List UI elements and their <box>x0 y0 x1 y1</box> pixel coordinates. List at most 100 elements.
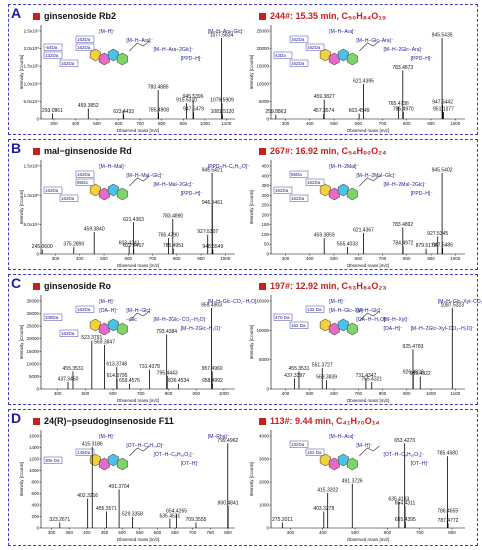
x-tick-label: 1100 <box>450 391 460 396</box>
peak-label: 836.4534 <box>168 378 189 384</box>
x-tick-label: 300 <box>282 121 290 126</box>
fragment-label: [M−H−Ara−Glc]⁻ <box>208 29 246 35</box>
y-tick-label: 2000 <box>259 480 270 485</box>
peaks: 323.2671 402.3216 415.3186 455.3571 491.3704… <box>49 438 239 528</box>
ring-shape <box>346 52 358 66</box>
ring-shape <box>337 48 349 62</box>
x-tick-label: 1100 <box>222 121 232 126</box>
fragment-label: [M−H−2Glc−CO₂−H₂O]⁻ <box>154 317 208 323</box>
x-tick-label: 1000 <box>450 256 461 261</box>
peak-label: 245.0600 <box>32 244 53 250</box>
peak-label: 785.4970 <box>393 106 414 112</box>
y-tick-label: 0 <box>266 526 269 531</box>
peak-label: 785.4680 <box>437 451 458 457</box>
mass-loss-box <box>75 448 95 456</box>
x-tick-label: 800 <box>379 391 387 396</box>
y-tick-label: 15000 <box>26 349 39 354</box>
peak-label: 655.4395 <box>395 517 416 523</box>
fragment-label: [PPD−H]⁻ <box>411 191 434 197</box>
x-tick-label: 350 <box>65 530 73 535</box>
x-tick-label: 500 <box>330 121 338 126</box>
right-title: 267#: 16.92 min, C₅₄H₉₀O₂₄ <box>259 146 386 156</box>
x-tick-label: 900 <box>192 391 200 396</box>
y-tick-label: 5000 <box>29 374 40 379</box>
annotations: [M−H]⁻ [M−H−Ara]⁻[M−H−Ara−2Glc]⁻ [PPD−H]⁻ [… <box>43 29 246 67</box>
peak-label: 915.5310 <box>176 98 197 104</box>
y-tick-label: 300 <box>261 193 269 198</box>
y-tick-label: 0 <box>266 387 269 392</box>
side-chain <box>359 40 380 52</box>
panel-label: C <box>11 275 22 291</box>
peak-label: 569.3839 <box>316 375 337 381</box>
mass-loss-box <box>75 305 95 313</box>
x-tick-label: 700 <box>355 391 363 396</box>
peak-label: 455.3531 <box>63 366 84 372</box>
mass-loss-label: 162Da <box>45 188 59 193</box>
y-tick-label: 400 <box>31 503 39 508</box>
mass-loss-label: 162Da <box>307 45 321 50</box>
y-tick-label: 30000 <box>26 311 39 316</box>
mass-loss-box <box>289 194 309 202</box>
mass-loss-box <box>305 43 325 51</box>
ring-shape <box>337 318 349 332</box>
fragment-label: [OT−H−C₇H₁₄O]⁻ <box>126 443 165 449</box>
ring-shape <box>346 187 358 201</box>
mass-loss-label: 132 Da <box>307 307 322 312</box>
mass-loss-box <box>289 321 309 329</box>
fragment-label: [M−H−Ara−2Glc]⁻ <box>154 47 194 53</box>
mass-loss-box <box>43 43 63 51</box>
x-tick-label: 300 <box>48 530 56 535</box>
side-chain <box>359 175 380 187</box>
x-tick-label: 500 <box>93 121 101 126</box>
spectrum-left: [M−H−Mal]⁻[M−H−Mal−Glc]⁻ [M−H−Mal−2Glc]⁻ [… <box>19 160 250 268</box>
fragment-label: [PPD−H−C₆H₁₂O]⁻ <box>208 164 250 170</box>
mass-loss-label: 162 Da <box>291 323 306 328</box>
molecule-structure <box>89 175 150 201</box>
y-tick-label: 15000 <box>256 64 269 69</box>
ring-shape <box>319 48 331 62</box>
peak-label: 783.4873 <box>392 65 413 71</box>
x-tick-label: 800 <box>224 530 232 535</box>
x-tick-label: 600 <box>330 391 338 396</box>
peak-label: 455.3531 <box>289 366 310 372</box>
x-tick-label: 500 <box>306 391 314 396</box>
y-axis-label: Intensity [Counts] <box>249 325 254 360</box>
fragment-label: [M−H−2Glc−Xyl−CO₂−H₂O]⁻ <box>411 326 475 332</box>
ring-shape <box>116 322 128 336</box>
peak-label: 800.4841 <box>218 500 239 506</box>
y-tick-label: 0 <box>36 252 39 257</box>
peak-label: 403.3278 <box>313 506 334 512</box>
peak-label: 709.3555 <box>186 517 207 523</box>
peak-label: 947.5486 <box>432 242 453 248</box>
mass-loss-label: 162Da <box>77 172 91 177</box>
fragment-label: [M−H−Ara]⁻ <box>329 29 356 35</box>
mass-loss-label: 162Da <box>291 61 305 66</box>
peak-label: 948.5549 <box>202 244 223 250</box>
axes: 300 400 500 600 700 800 900 1000 0 50 100 150 200 250… <box>249 160 465 268</box>
peak-label: 927.5307 <box>197 229 218 235</box>
peaks: 275.2011 403.3278 415.3202 491.3726 635.4133… <box>272 438 459 528</box>
fragment-label: [M−H−Mal−2Glc]⁻ <box>154 182 195 188</box>
peak-label: 437.3397 <box>284 373 305 379</box>
ring-shape <box>89 48 101 62</box>
fragment-label: [PPD−H]⁻ <box>181 56 204 62</box>
annotations: [M−H−Ara]⁻[M−H]⁻ [OT−H−C₈H₁₆O₂]⁻ [OT−H]⁻ 13… <box>289 434 430 467</box>
peak-label: 783.4892 <box>392 222 413 228</box>
ring-shape <box>337 453 349 467</box>
peak-label: 635.4531 <box>159 513 180 519</box>
mass-loss-box <box>305 305 325 313</box>
peak-label: 785.4951 <box>163 243 184 249</box>
axes: 300 400 500 600 700 800 900 1000 0 5.0x10⁴ 1.0x10⁵… <box>19 160 235 268</box>
peak-label: 614.3795 <box>107 373 128 379</box>
molecule-structure <box>89 40 150 66</box>
mass-loss-box <box>75 43 95 51</box>
peak-label: 459.3840 <box>84 227 105 233</box>
x-axis-label: Observed mass [m/z] <box>347 263 390 268</box>
mass-loss-box <box>75 35 95 43</box>
peak-label: 569.3847 <box>94 340 115 346</box>
axes: 300 400 500 600 700 800 0 1000 2000 3000 4000 Obser… <box>249 430 465 542</box>
x-tick-label: 600 <box>115 121 123 126</box>
y-tick-label: 450 <box>261 164 269 169</box>
